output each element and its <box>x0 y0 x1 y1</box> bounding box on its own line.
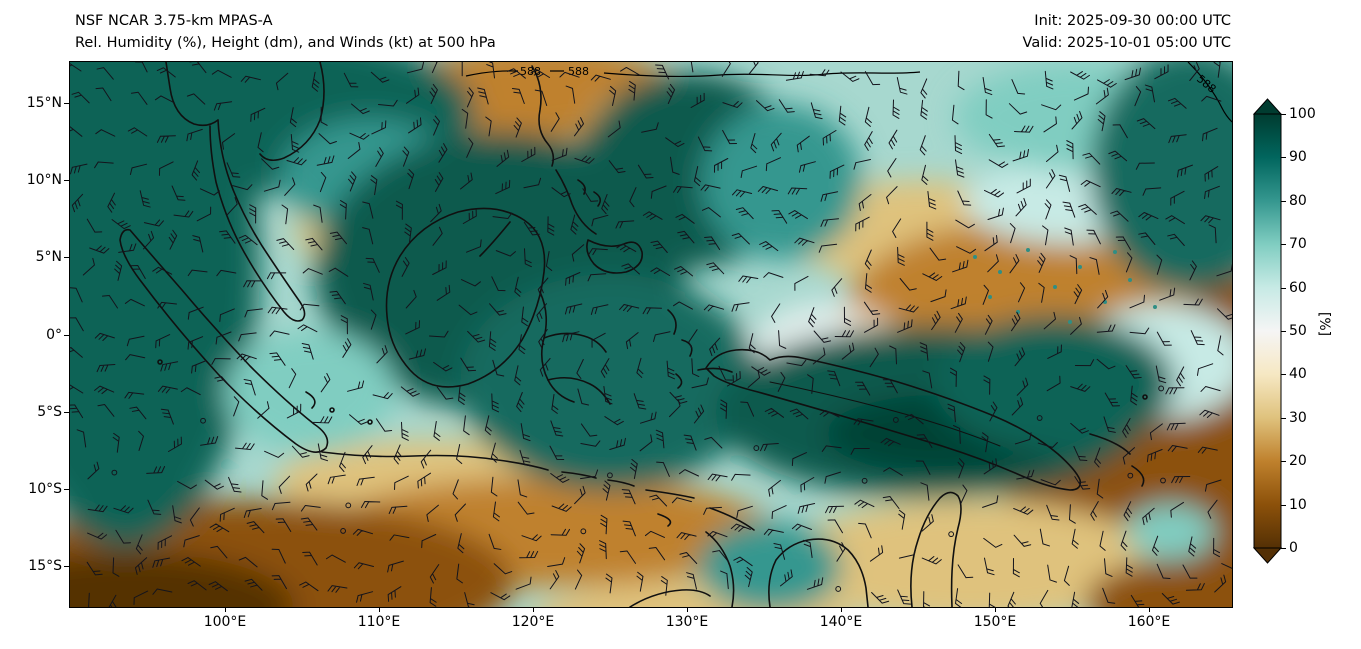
x-axis-tick-label: 120°E <box>511 614 555 630</box>
colorbar-tick-mark <box>1281 200 1286 202</box>
figure-header-right: Init: 2025-09-30 00:00 UTC Valid: 2025-1… <box>1023 10 1231 54</box>
coastlines <box>119 62 1148 607</box>
x-axis-tick-mark <box>379 607 380 612</box>
colorbar-tick-mark <box>1281 461 1286 463</box>
y-axis-tick-mark <box>64 103 69 104</box>
colorbar-tick-label: 10 <box>1289 496 1307 513</box>
colorbar-tick-label: 100 <box>1289 106 1316 122</box>
model-title: NSF NCAR 3.75-km MPAS-A <box>75 13 273 29</box>
x-axis-tick-mark <box>841 607 842 612</box>
colorbar-tick-label: 80 <box>1289 192 1307 209</box>
y-axis-tick-mark <box>64 257 69 259</box>
x-axis-tick-mark <box>225 607 226 612</box>
y-axis-tick-label: 0° <box>46 326 62 343</box>
colorbar-tick-label: 40 <box>1289 366 1307 383</box>
colorbar-gradient <box>1253 113 1282 549</box>
y-axis-tick-mark <box>64 334 69 336</box>
x-axis-tick-label: 140°E <box>819 614 863 630</box>
colorbar-tick-mark <box>1281 374 1286 376</box>
colorbar-tick-label: 90 <box>1289 149 1307 166</box>
x-axis-tick-mark <box>533 607 534 612</box>
colorbar-tick-label: 0 <box>1289 540 1298 556</box>
y-axis-tick-mark <box>64 180 69 182</box>
y-axis-tick-label: 5°S <box>37 403 62 420</box>
valid-time: Valid: 2025-10-01 05:00 UTC <box>1022 35 1231 51</box>
y-axis-tick-mark <box>64 411 69 413</box>
x-axis-tick-label: 160°E <box>1127 614 1171 630</box>
colorbar-tick-label: 70 <box>1289 236 1307 253</box>
y-axis-tick-label: 5°N <box>35 249 62 266</box>
y-axis-tick-mark <box>64 566 69 568</box>
colorbar <box>1253 98 1282 564</box>
x-axis-tick-label: 100°E <box>203 614 247 630</box>
colorbar-tick-mark <box>1281 114 1286 115</box>
colorbar-tick-label: 30 <box>1289 409 1307 426</box>
field-title: Rel. Humidity (%), Height (dm), and Wind… <box>75 35 496 51</box>
colorbar-tick-mark <box>1281 504 1286 506</box>
figure-header-left: NSF NCAR 3.75-km MPAS-A Rel. Humidity (%… <box>75 10 496 54</box>
colorbar-tick-mark <box>1281 548 1286 549</box>
colorbar-tick-mark <box>1281 417 1286 419</box>
colorbar-tick-mark <box>1281 287 1286 289</box>
contour-label-588: 588 <box>568 65 589 78</box>
y-axis-tick-label: 15°N <box>26 95 62 111</box>
speckle-layer <box>973 248 1157 324</box>
y-axis-tick-label: 10°S <box>28 480 62 497</box>
y-axis-tick-mark <box>64 488 69 490</box>
colorbar-tick-label: 50 <box>1289 323 1307 339</box>
map-canvas: 588 588 588 <box>70 62 1232 607</box>
y-axis-tick-label: 10°N <box>26 172 62 189</box>
colorbar-tick-label: 60 <box>1289 279 1307 296</box>
wind-barbs-layer <box>70 62 1232 607</box>
colorbar-extend-max <box>1253 98 1282 115</box>
colorbar-tick-mark <box>1281 157 1286 159</box>
colorbar-extend-min <box>1253 547 1282 564</box>
y-axis-tick-label: 15°S <box>28 558 62 575</box>
x-axis-tick-label: 150°E <box>973 614 1017 630</box>
humidity-field-layer <box>70 62 1232 607</box>
colorbar-tick-mark <box>1281 331 1286 332</box>
x-axis-tick-mark <box>1149 607 1150 612</box>
x-axis-tick-mark <box>995 607 996 612</box>
map-plot-area: 588 588 588 <box>69 61 1233 608</box>
colorbar-tick-mark <box>1281 244 1286 246</box>
colorbar-tick-label: 20 <box>1289 453 1307 470</box>
x-axis-tick-label: 130°E <box>665 614 709 630</box>
colorbar-unit-label: [%] <box>1316 311 1333 337</box>
init-time: Init: 2025-09-30 00:00 UTC <box>1034 13 1231 29</box>
x-axis-tick-label: 110°E <box>357 614 401 630</box>
x-axis-tick-mark <box>687 607 688 612</box>
